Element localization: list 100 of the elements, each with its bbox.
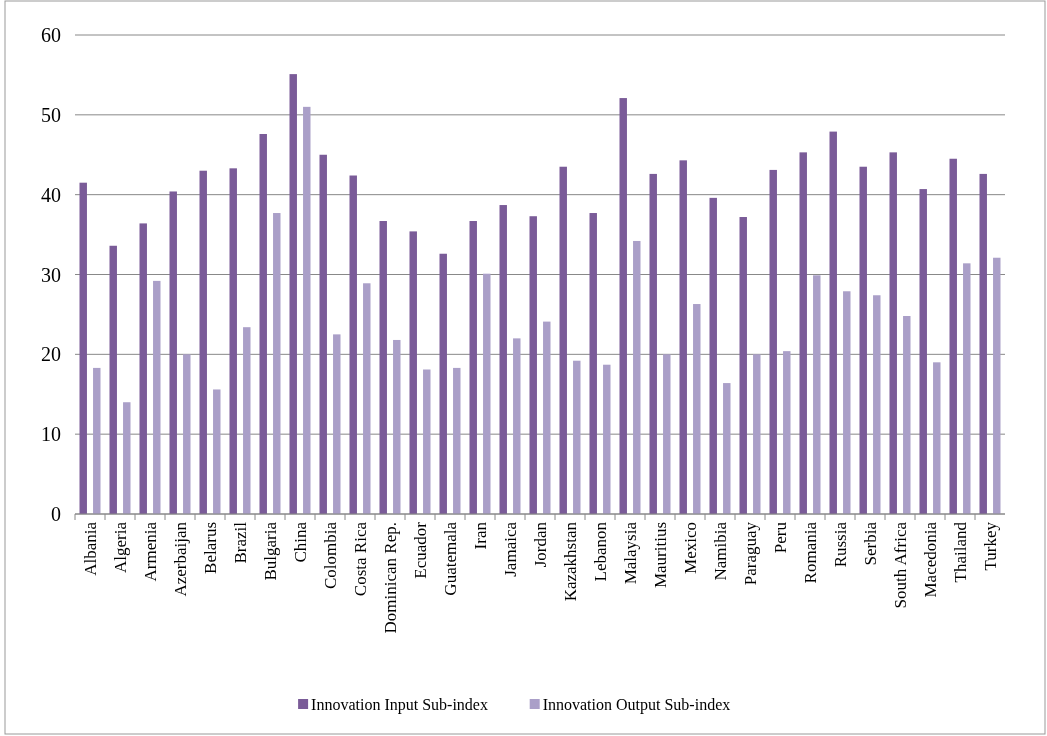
x-tick-label: South Africa xyxy=(891,521,910,609)
bar xyxy=(139,223,147,514)
y-tick-label: 20 xyxy=(41,343,61,366)
bar xyxy=(859,166,867,514)
bar xyxy=(993,257,1001,514)
x-tick-label: Thailand xyxy=(951,521,970,583)
bar xyxy=(709,197,717,514)
bar xyxy=(423,369,431,514)
x-tick-label: Romania xyxy=(801,521,820,584)
x-tick-label: Jamaica xyxy=(501,521,520,577)
bar xyxy=(289,74,297,514)
x-tick-label: Dominican Rep. xyxy=(381,522,400,634)
x-tick-label: Bulgaria xyxy=(261,521,280,581)
bar xyxy=(843,291,851,514)
bar xyxy=(769,169,777,514)
bar xyxy=(783,351,791,514)
x-tick-label: Lebanon xyxy=(591,521,610,582)
bar xyxy=(379,221,387,514)
bar xyxy=(903,316,911,514)
legend-label: Innovation Input Sub-index xyxy=(311,695,488,714)
y-tick-label: 10 xyxy=(41,423,61,446)
x-tick-label: Ecuador xyxy=(411,521,430,579)
bar xyxy=(229,168,237,514)
bar xyxy=(963,263,971,514)
x-tick-label: Armenia xyxy=(141,521,160,582)
bar xyxy=(79,182,87,514)
bar xyxy=(153,280,161,514)
bar xyxy=(633,240,641,514)
bar xyxy=(123,402,131,514)
bar xyxy=(603,364,611,514)
bar xyxy=(409,231,417,514)
bar xyxy=(979,173,987,514)
bar xyxy=(499,205,507,514)
y-tick-label: 50 xyxy=(41,103,61,126)
bar xyxy=(933,362,941,514)
x-tick-label: Belarus xyxy=(201,522,220,574)
x-tick-label: Algeria xyxy=(111,521,130,573)
bar xyxy=(559,166,567,514)
x-tick-label: China xyxy=(291,521,310,563)
bar xyxy=(589,213,597,514)
x-tick-label: Mauritius xyxy=(651,522,670,589)
bar xyxy=(949,158,957,514)
x-tick-label: Jordan xyxy=(531,521,550,568)
bar xyxy=(723,383,731,514)
bar xyxy=(529,216,537,514)
bar xyxy=(349,175,357,514)
x-tick-label: Brazil xyxy=(231,521,250,564)
bar xyxy=(513,338,521,514)
bar xyxy=(259,133,267,514)
x-tick-label: Serbia xyxy=(861,521,880,566)
x-tick-label: Turkey xyxy=(981,521,1000,571)
x-tick-label: Colombia xyxy=(321,521,340,590)
x-tick-label: Peru xyxy=(771,521,790,554)
x-tick-label: Malaysia xyxy=(621,521,640,585)
bar xyxy=(199,170,207,514)
x-tick-label: Kazakhstan xyxy=(561,521,580,602)
bar xyxy=(243,327,251,514)
bar xyxy=(573,360,581,514)
bar xyxy=(813,275,821,514)
bar xyxy=(483,273,491,514)
x-tick-label: Costa Rica xyxy=(351,521,370,597)
bar xyxy=(663,354,671,514)
x-tick-label: Azerbaijan xyxy=(171,521,190,597)
bar xyxy=(453,367,461,514)
bar xyxy=(739,217,747,514)
x-tick-label: Iran xyxy=(471,521,490,550)
bar xyxy=(93,367,101,514)
bar xyxy=(319,154,327,514)
bar xyxy=(649,173,657,514)
bar xyxy=(213,389,221,514)
y-tick-label: 30 xyxy=(41,263,61,286)
bar xyxy=(693,304,701,514)
bar xyxy=(543,321,551,514)
bar xyxy=(393,339,401,514)
bar xyxy=(439,253,447,514)
bar xyxy=(799,152,807,514)
bar xyxy=(109,245,117,514)
y-tick-label: 0 xyxy=(51,503,61,525)
bar xyxy=(829,131,837,514)
x-tick-label: Russia xyxy=(831,521,850,568)
legend-label: Innovation Output Sub-index xyxy=(542,695,731,714)
bar xyxy=(889,152,897,514)
bar xyxy=(273,213,281,514)
bar xyxy=(333,334,341,514)
x-tick-label: Guatemala xyxy=(441,521,460,596)
bar xyxy=(619,98,627,514)
bar xyxy=(679,160,687,514)
bar xyxy=(183,354,191,514)
x-tick-label: Mexico xyxy=(681,522,700,574)
bar xyxy=(169,191,177,514)
y-tick-label: 60 xyxy=(41,24,61,46)
x-tick-label: Macedonia xyxy=(921,521,940,598)
bar xyxy=(753,354,761,514)
bar xyxy=(363,283,371,514)
x-tick-label: Paraguay xyxy=(741,521,760,586)
x-tick-label: Albania xyxy=(81,521,100,576)
bar xyxy=(303,106,311,514)
x-tick-label: Namibia xyxy=(711,521,730,581)
bar xyxy=(919,189,927,514)
y-tick-label: 40 xyxy=(41,183,61,206)
